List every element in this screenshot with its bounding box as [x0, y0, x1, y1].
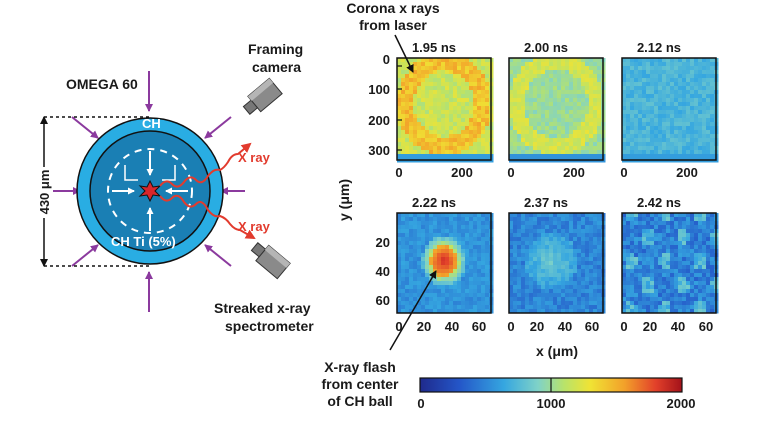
- laser-beams: [53, 71, 245, 312]
- flash-label-line3: of CH ball: [327, 393, 392, 409]
- laser-beam-arrow: [204, 116, 232, 139]
- y-tick-label: 60: [376, 293, 390, 308]
- inner-label: CH Ti (5%): [111, 234, 176, 249]
- xray-label-top: X ray: [238, 150, 271, 165]
- target-schematic: OMEGA 60 430 μm: [37, 41, 314, 334]
- convergence-arrows: [112, 151, 188, 231]
- corona-pointer-arrow: [394, 34, 414, 73]
- camera-bottom-label-line2: spectrometer: [225, 318, 314, 334]
- y-tick-label: 100: [368, 82, 390, 97]
- y-axis-title: y (μm): [336, 179, 352, 221]
- x-tick-label: 200: [563, 165, 585, 180]
- corona-label-line2: from laser: [359, 17, 427, 33]
- size-bracket: 430 μm: [37, 116, 150, 267]
- y-tick-label: 0: [383, 52, 390, 67]
- flash-pointer-arrow: [389, 270, 437, 351]
- xray-emission: [159, 142, 256, 239]
- framing-camera-icon: [242, 77, 283, 115]
- camera-bottom-label-line1: Streaked x-ray: [214, 300, 311, 316]
- spectrometer-camera-icon: [250, 242, 291, 280]
- laser-label: OMEGA 60: [66, 76, 138, 92]
- x-tick-label: 40: [558, 319, 572, 334]
- camera-top-label-line2: camera: [252, 59, 301, 75]
- xray-label-bottom: X ray: [238, 219, 271, 234]
- camera-top-label-line1: Framing: [248, 41, 303, 57]
- x-axis-title: x (μm): [536, 343, 578, 359]
- shock-front: [107, 148, 193, 234]
- laser-beam-arrow: [71, 244, 99, 267]
- flash-annotation: X-ray flash from center of CH ball: [321, 270, 437, 409]
- colorbar-tick-label: 0: [417, 396, 424, 411]
- frame-image: [509, 58, 606, 163]
- x-tick-label: 40: [445, 319, 459, 334]
- frame-time-label: 2.12 ns: [637, 40, 681, 55]
- x-tick-label: 200: [676, 165, 698, 180]
- frame-time-label: 2.42 ns: [637, 195, 681, 210]
- y-tick-label: 200: [368, 113, 390, 128]
- xray-arrow-bottom: [159, 194, 256, 239]
- frame-image: [397, 213, 494, 314]
- x-tick-label: 60: [585, 319, 599, 334]
- image-grid: 1.95 ns 2.00 ns 2.12 ns 2.22 ns 2.37 ns …: [336, 40, 719, 359]
- frame-1: 1.95 ns: [396, 40, 494, 163]
- frame-image: [622, 58, 719, 163]
- flash-label-line2: from center: [321, 376, 399, 392]
- frame-5: 2.37 ns: [508, 195, 606, 314]
- top-y-axis: 0 100 200 300: [368, 52, 402, 158]
- corona-annotation: Corona x rays from laser: [346, 0, 440, 73]
- laser-beam-arrow: [71, 116, 99, 139]
- size-label: 430 μm: [37, 170, 52, 215]
- frame-time-label: 2.22 ns: [412, 195, 456, 210]
- corona-label-line1: Corona x rays: [346, 0, 440, 16]
- x-tick-label: 0: [620, 319, 627, 334]
- frame-time-label: 1.95 ns: [412, 40, 456, 55]
- x-tick-label: 60: [472, 319, 486, 334]
- x-tick-label: 0: [507, 165, 514, 180]
- colorbar-tick-label: 1000: [537, 396, 566, 411]
- frame-image: [622, 213, 719, 314]
- frame-6: 2.42 ns: [621, 195, 719, 314]
- x-tick-label: 40: [671, 319, 685, 334]
- y-tick-label: 300: [368, 143, 390, 158]
- x-tick-label: 0: [395, 165, 402, 180]
- frame-image: [509, 213, 606, 314]
- top-x-axis: 0 200 0 200 0 200: [395, 165, 697, 180]
- bottom-x-axis: 0 20 40 60 0 20 40 60 0 20 40 60: [395, 319, 713, 334]
- y-tick-label: 40: [376, 264, 390, 279]
- frame-4: 2.22 ns: [396, 195, 494, 314]
- x-tick-label: 0: [395, 319, 402, 334]
- x-tick-label: 200: [451, 165, 473, 180]
- x-tick-label: 0: [620, 165, 627, 180]
- outer-shell-label: CH: [142, 116, 161, 131]
- flash-label-line1: X-ray flash: [324, 359, 396, 375]
- frame-time-label: 2.00 ns: [524, 40, 568, 55]
- colorbar-tick-label: 2000: [667, 396, 696, 411]
- frame-time-label: 2.37 ns: [524, 195, 568, 210]
- frame-3: 2.12 ns: [621, 40, 719, 163]
- frame-image: [397, 58, 494, 163]
- x-tick-label: 20: [530, 319, 544, 334]
- laser-beam-arrow: [204, 244, 232, 267]
- colorbar: 0 1000 2000: [417, 377, 696, 411]
- frame-2: 2.00 ns: [508, 40, 606, 163]
- x-tick-label: 20: [643, 319, 657, 334]
- y-tick-label: 20: [376, 235, 390, 250]
- x-tick-label: 0: [507, 319, 514, 334]
- bottom-y-axis: 20 40 60: [376, 235, 390, 308]
- x-tick-label: 20: [417, 319, 431, 334]
- xray-arrow-top: [159, 142, 252, 188]
- x-tick-label: 60: [699, 319, 713, 334]
